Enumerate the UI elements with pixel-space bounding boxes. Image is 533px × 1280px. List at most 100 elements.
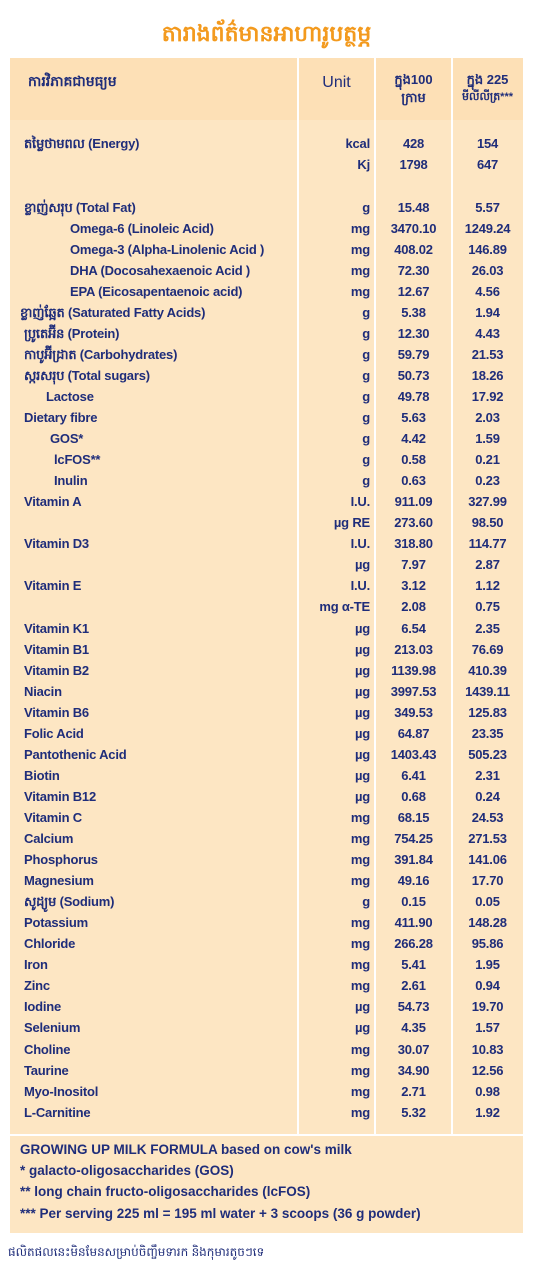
value-per-100g: 72.30: [397, 262, 430, 278]
unit: µg: [354, 1020, 370, 1036]
value-per-225ml: 410.39: [468, 662, 507, 678]
nutrient-name: Dietary fibre: [24, 410, 98, 425]
value-per-100g: 349.53: [394, 704, 433, 720]
value-per-225ml: 0.75: [475, 599, 500, 615]
unit: mg: [350, 915, 370, 931]
value-per-225ml: 2.31: [475, 767, 500, 783]
value-per-100g: 3470.10: [390, 220, 437, 236]
value-per-225ml: 5.57: [475, 199, 500, 215]
header-band: [10, 58, 523, 120]
value-per-100g: 273.60: [394, 515, 433, 531]
unit: mg: [350, 957, 370, 973]
value-per-225ml: 125.83: [468, 704, 507, 720]
value-per-225ml: 0.23: [475, 473, 500, 489]
value-per-100g: 2.61: [401, 978, 426, 994]
column-header: ក្នុង 225: [466, 72, 509, 87]
value-per-225ml: 0.94: [475, 978, 500, 994]
title: តារាងព័ត៌មានអាហារូបត្ថម្ភ: [161, 21, 372, 46]
unit: Kj: [357, 156, 370, 172]
value-per-100g: 15.48: [397, 199, 430, 215]
nutrient-name: Omega-3 (Alpha-Linolenic Acid ): [70, 241, 265, 257]
value-per-225ml: 1439.11: [465, 683, 510, 699]
nutrient-name: Vitamin B12: [24, 788, 96, 804]
unit: mg: [350, 1041, 370, 1057]
value-per-100g: 213.03: [394, 641, 433, 657]
unit: mg: [350, 262, 370, 278]
value-per-225ml: 23.35: [471, 725, 504, 741]
value-per-225ml: 1.94: [475, 304, 500, 320]
value-per-225ml: 76.69: [471, 641, 504, 657]
unit: µg RE: [333, 515, 370, 531]
nutrient-name: Selenium: [24, 1020, 81, 1036]
unit: I.U.: [350, 536, 371, 552]
unit: g: [362, 325, 370, 341]
disclaimer: ផលិតផលនេះមិនមែនសម្រាប់ចិញ្ចឹមទារក និងកុម…: [8, 1245, 265, 1259]
nutrient-name: Folic Acid: [24, 725, 84, 741]
value-per-100g: 54.73: [397, 999, 430, 1015]
unit: g: [362, 367, 370, 383]
unit: µg: [354, 662, 370, 678]
unit: g: [362, 346, 370, 362]
unit: g: [362, 304, 370, 320]
footer-separator: [10, 1134, 523, 1136]
value-per-225ml: 647: [476, 156, 499, 172]
unit: µg: [354, 725, 370, 741]
unit: g: [362, 410, 370, 425]
nutrient-name: Phosphorus: [24, 852, 98, 868]
value-per-225ml: 141.06: [468, 852, 507, 868]
column-header: ក្រាម: [401, 90, 426, 105]
unit: mg: [350, 873, 370, 889]
value-per-100g: 30.07: [397, 1041, 430, 1057]
value-per-100g: 428: [402, 135, 425, 151]
value-per-100g: 4.42: [401, 431, 426, 447]
nutrient-name: Magnesium: [24, 873, 94, 889]
value-per-100g: 49.78: [397, 388, 430, 404]
unit: mg: [350, 241, 370, 257]
unit: I.U.: [350, 578, 371, 594]
nutrient-name: Potassium: [24, 915, 88, 931]
value-per-225ml: 271.53: [468, 831, 507, 846]
unit: mg: [350, 831, 370, 846]
value-per-225ml: 26.03: [471, 262, 504, 278]
value-per-100g: 754.25: [394, 831, 433, 846]
value-per-225ml: 24.53: [471, 809, 504, 825]
value-per-100g: 1403.43: [390, 746, 437, 762]
nutrient-name: Zinc: [24, 978, 50, 994]
footer-note: ** long chain fructo-oligosaccharides (l…: [20, 1184, 311, 1199]
value-per-100g: 1139.98: [391, 662, 436, 678]
value-per-100g: 49.16: [397, 873, 430, 889]
value-per-100g: 391.84: [394, 852, 433, 868]
value-per-100g: 5.63: [401, 410, 426, 425]
unit: µg: [354, 683, 370, 699]
nutrient-name: Taurine: [24, 1062, 69, 1078]
unit: g: [362, 452, 370, 468]
nutrient-name: Myo-Inositol: [24, 1083, 99, 1099]
unit: g: [362, 894, 370, 910]
nutrient-name: Vitamin B6: [24, 704, 89, 720]
value-per-225ml: 0.98: [475, 1083, 500, 1099]
nutrient-name: ខ្លាញ់ឆ្អែត (Saturated Fatty Acids): [20, 304, 206, 320]
unit: g: [362, 199, 370, 215]
value-per-100g: 0.58: [401, 452, 426, 468]
value-per-100g: 7.97: [401, 557, 426, 573]
unit: g: [362, 473, 370, 489]
value-per-225ml: 148.28: [468, 915, 507, 931]
value-per-225ml: 12.56: [471, 1062, 504, 1078]
nutrient-name: សូដ្យូម (Sodium): [24, 894, 115, 910]
nutrient-name: កាបូអ៊ីដ្រាត (Carbohydrates): [24, 346, 178, 362]
column-header: Unit: [322, 74, 351, 91]
unit: mg α-TE: [319, 599, 370, 615]
nutrient-name: Vitamin B2: [24, 662, 89, 678]
nutrient-name: DHA (Docosahexaenoic Acid ): [70, 262, 251, 278]
column-separator: [451, 58, 453, 1136]
column-header: ការវិភាគជាមធ្យម: [28, 73, 117, 89]
unit: µg: [354, 767, 370, 783]
nutrient-name: Iron: [24, 957, 48, 973]
unit: µg: [354, 746, 370, 762]
nutrient-name: Iodine: [24, 999, 62, 1015]
value-per-100g: 3.12: [401, 578, 426, 594]
value-per-225ml: 505.23: [468, 746, 507, 762]
nutrient-name: Vitamin K1: [24, 620, 89, 636]
value-per-100g: 3997.53: [390, 683, 437, 699]
